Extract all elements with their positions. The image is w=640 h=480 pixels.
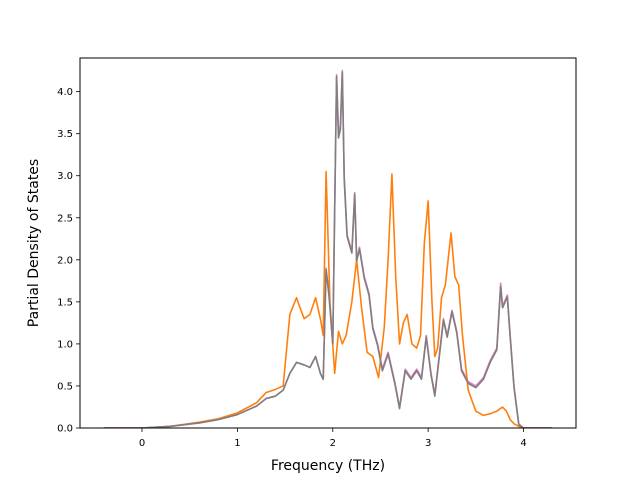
- x-tick-label: 0: [139, 438, 145, 449]
- x-axis-ticks: 0 1 2 3 4: [139, 428, 527, 449]
- y-tick-label: 0.0: [57, 424, 73, 435]
- y-tick-label: 2.5: [57, 213, 73, 224]
- y-tick-label: 0.5: [57, 381, 73, 392]
- series-layer: [103, 69, 553, 428]
- y-tick-label: 3.5: [57, 129, 73, 140]
- x-axis-label: Frequency (THz): [271, 458, 385, 474]
- plot-frame: [79, 57, 577, 429]
- y-tick-label: 4.0: [57, 87, 73, 98]
- y-axis-ticks: 0.0 0.5 1.0 1.5 2.0 2.5 3.0 3.5 4.0: [57, 87, 80, 435]
- x-tick-label: 1: [234, 438, 240, 449]
- y-tick-label: 1.0: [57, 339, 73, 350]
- y-tick-label: 3.0: [57, 171, 73, 182]
- y-tick-label: 1.5: [57, 297, 73, 308]
- x-tick-label: 2: [330, 438, 336, 449]
- x-tick-label: 3: [425, 438, 431, 449]
- y-axis-label: Partial Density of States: [26, 159, 42, 327]
- x-tick-label: 4: [520, 438, 526, 449]
- series-line-3: [103, 71, 553, 428]
- series-line-2: [103, 170, 553, 428]
- y-tick-label: 2.0: [57, 255, 73, 266]
